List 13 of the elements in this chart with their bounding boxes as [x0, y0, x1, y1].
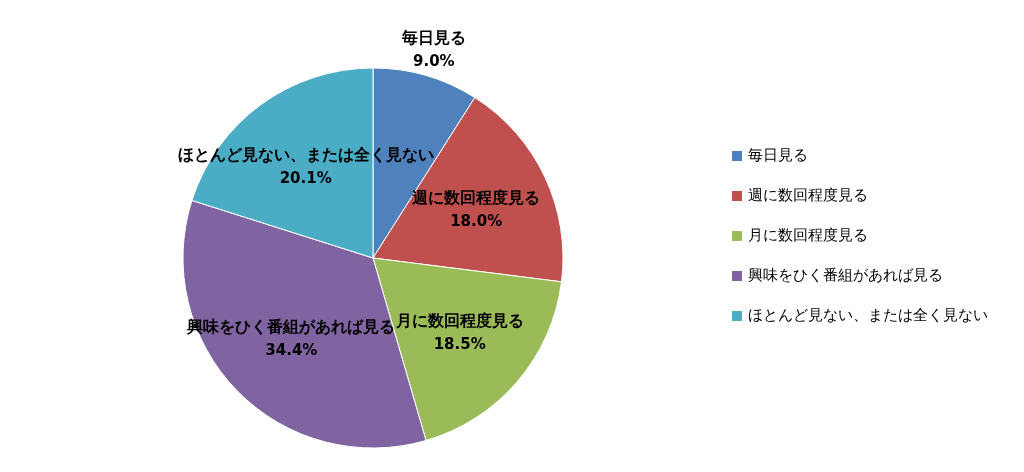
- legend-label: 興味をひく番組があれば見る: [748, 266, 943, 285]
- slice-label: 月に数回程度見る: [394, 310, 524, 330]
- data-label: 20.1%: [279, 168, 332, 187]
- slice-label: 週に数回程度見る: [411, 187, 541, 207]
- legend-label: 毎日見る: [748, 146, 808, 165]
- data-label: 18.5%: [433, 335, 486, 354]
- legend-label: ほとんど見ない、または全く見ない: [748, 306, 988, 325]
- legend-label: 月に数回程度見る: [748, 226, 868, 245]
- data-label: 9.0%: [413, 51, 455, 70]
- data-label: 18.0%: [450, 212, 503, 231]
- legend-label: 週に数回程度見る: [748, 186, 868, 205]
- slice-label: 毎日見る: [400, 27, 466, 47]
- data-label: 34.4%: [265, 340, 318, 359]
